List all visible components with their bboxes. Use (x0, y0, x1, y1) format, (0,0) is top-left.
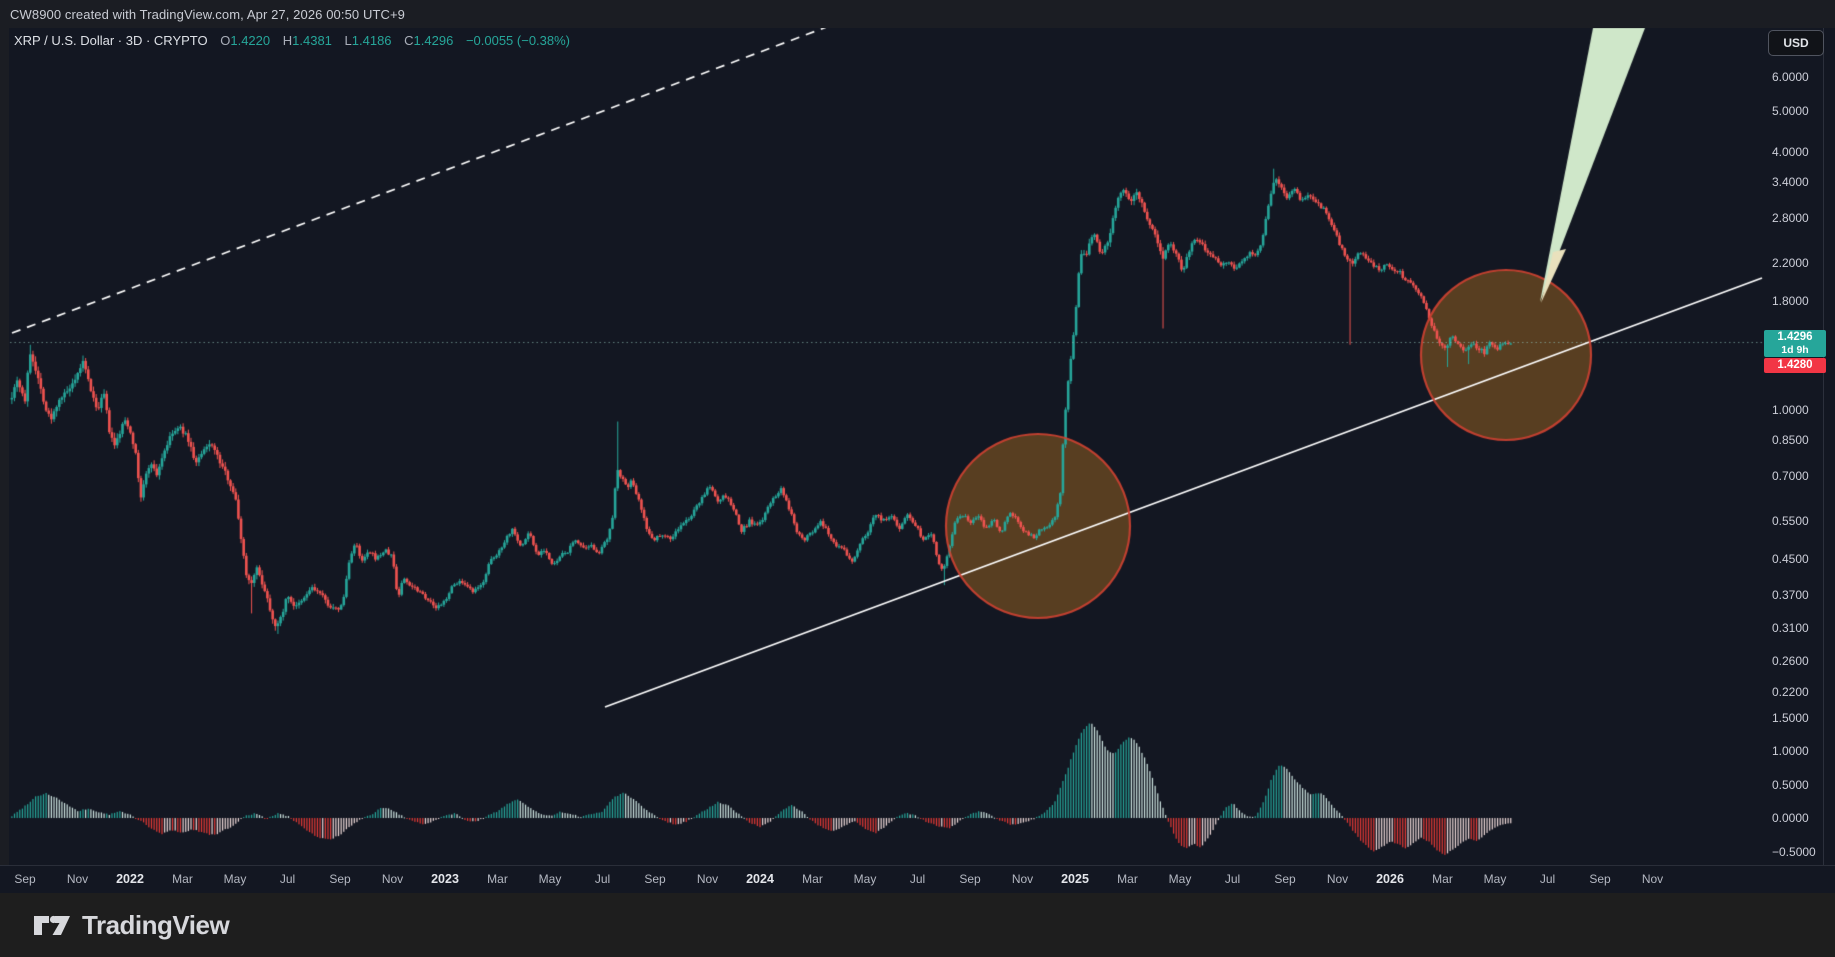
price-tick-1.0000: 1.0000 (1772, 403, 1809, 417)
time-tick-25-Nov: Nov (1326, 872, 1349, 886)
attribution-text: CW8900 created with TradingView.com, Apr… (10, 6, 405, 22)
footer-bar: TradingView (0, 893, 1835, 957)
time-tick-26-2026: 2026 (1376, 872, 1404, 886)
time-tick-24-Sep: Sep (1274, 872, 1296, 886)
open-prefix: O (220, 33, 231, 48)
price-tick-0.8500: 0.8500 (1772, 433, 1809, 448)
time-tick-28-May: May (1483, 872, 1507, 886)
high-value: 1.4381 (292, 33, 332, 48)
close-value: 1.4296 (413, 33, 454, 48)
price-tick-0.7000: 0.7000 (1772, 469, 1809, 484)
time-tick-10-May: May (538, 872, 562, 886)
high-prefix: H (282, 33, 293, 48)
time-tick-15-Mar: Mar (802, 872, 823, 886)
symbol-legend[interactable]: XRP / U.S. Dollar · 3D · CRYPTO O1.4220 … (14, 33, 570, 48)
price-tick-0.4500: 0.4500 (1772, 551, 1809, 566)
symbol-title[interactable]: XRP / U.S. Dollar · 3D · CRYPTO (14, 33, 208, 48)
attribution-bar: CW8900 created with TradingView.com, Apr… (0, 0, 1835, 28)
brand-name[interactable]: TradingView (82, 909, 230, 940)
time-tick-23-Jul: Jul (1224, 872, 1241, 886)
time-tick-3-Mar: Mar (172, 872, 193, 886)
price-tick-4.0000: 4.0000 (1772, 145, 1809, 160)
time-tick-27-Mar: Mar (1432, 872, 1453, 886)
time-tick-11-Jul: Jul (594, 872, 611, 886)
price-tick-0.2600: 0.2600 (1772, 653, 1809, 668)
open-value: 1.4220 (230, 33, 271, 48)
price-axis-right-border (1823, 28, 1824, 893)
price-tick-0.3700: 0.3700 (1772, 587, 1809, 602)
low-prefix: L (344, 33, 352, 48)
time-tick-12-Sep: Sep (644, 872, 666, 886)
time-tick-30-Sep: Sep (1589, 872, 1611, 886)
time-tick-20-2025: 2025 (1061, 872, 1089, 886)
price-tick-5.0000: 5.0000 (1772, 103, 1809, 118)
last-price-badge: 1.4296 1d 9h (1764, 330, 1826, 357)
time-tick-17-Jul: Jul (909, 872, 926, 886)
time-tick-14-2024: 2024 (746, 872, 774, 886)
time-tick-1-Nov: Nov (66, 872, 89, 886)
indicator-tick-1.5000: 1.5000 (1772, 710, 1809, 725)
indicator-tick-−0.5000: −0.5000 (1772, 844, 1816, 859)
time-tick-9-Mar: Mar (487, 872, 508, 886)
last-price-value: 1.4296 (1777, 331, 1813, 343)
time-tick-16-May: May (853, 872, 877, 886)
currency-toggle-button[interactable]: USD (1768, 30, 1824, 56)
time-tick-4-May: May (223, 872, 247, 886)
price-tick-6.0000: 6.0000 (1772, 69, 1809, 84)
left-edge-strip (0, 28, 9, 893)
prev-close-badge: 1.4280 (1764, 358, 1826, 373)
time-tick-22-May: May (1168, 872, 1192, 886)
time-tick-19-Nov: Nov (1011, 872, 1034, 886)
time-tick-2-2022: 2022 (116, 872, 144, 886)
price-tick-2.2000: 2.2000 (1772, 256, 1809, 271)
price-axis[interactable]: 6.0000 5.0000 4.0000 3.4000 2.8000 2.2000 1.80… (1765, 28, 1835, 865)
time-tick-0-Sep: Sep (14, 872, 36, 886)
time-tick-18-Sep: Sep (959, 872, 981, 886)
time-tick-31-Nov: Nov (1641, 872, 1664, 886)
close-prefix: C (404, 33, 414, 48)
price-tick-2.8000: 2.8000 (1772, 211, 1809, 226)
bar-countdown: 1d 9h (1781, 344, 1809, 356)
time-tick-8-2023: 2023 (431, 872, 459, 886)
low-value: 1.4186 (351, 33, 392, 48)
price-tick-1.8000: 1.8000 (1772, 293, 1809, 308)
indicator-tick-1.0000: 1.0000 (1772, 744, 1809, 758)
price-tick-0.5500: 0.5500 (1772, 514, 1809, 529)
price-tick-0.3100: 0.3100 (1772, 620, 1809, 635)
price-tick-3.4000: 3.4000 (1772, 175, 1809, 190)
tradingview-logo-icon[interactable] (32, 910, 72, 940)
time-tick-21-Mar: Mar (1117, 872, 1138, 886)
time-tick-13-Nov: Nov (696, 872, 719, 886)
indicator-tick-0.0000: 0.0000 (1772, 811, 1809, 825)
price-tick-0.2200: 0.2200 (1772, 684, 1809, 699)
time-tick-29-Jul: Jul (1539, 872, 1556, 886)
time-tick-6-Sep: Sep (329, 872, 351, 886)
time-axis[interactable]: Sep Nov 2022 Mar May Jul Sep Nov 2023 Mar May Jul Se… (0, 865, 1835, 894)
time-tick-5-Jul: Jul (279, 872, 296, 886)
indicator-tick-0.5000: 0.5000 (1772, 777, 1809, 792)
time-tick-7-Nov: Nov (381, 872, 404, 886)
change-value: −0.0055 (−0.38%) (465, 33, 571, 48)
